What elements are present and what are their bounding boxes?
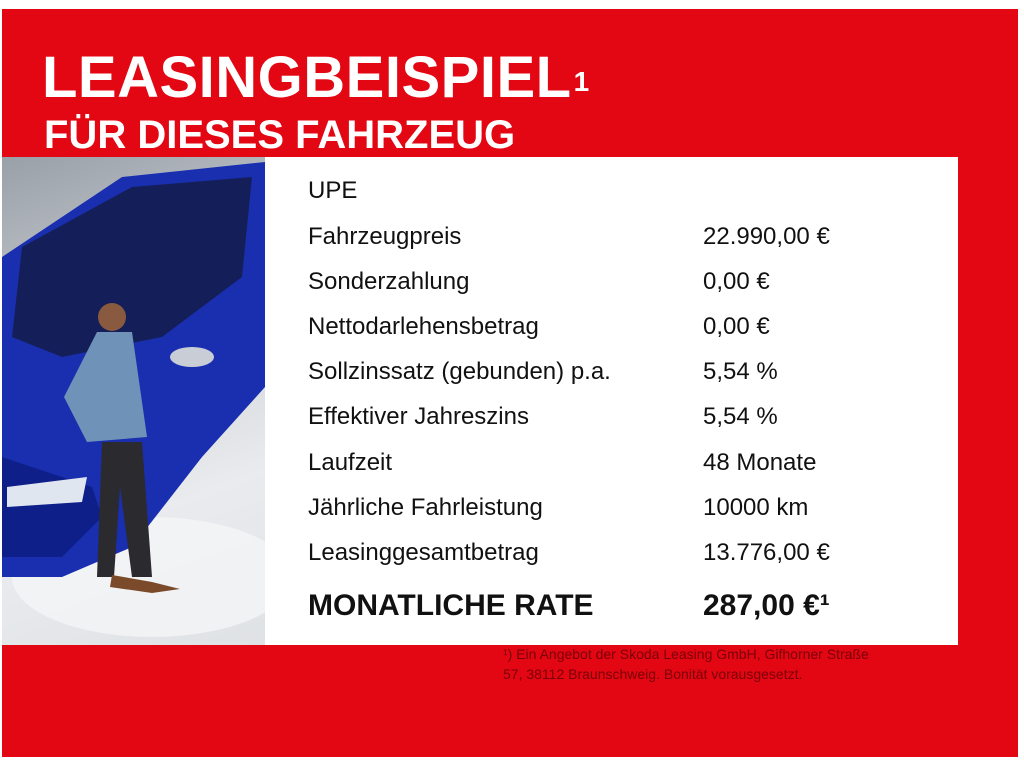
row-value: 22.990,00 € [703,223,830,250]
monthly-rate-value: 287,00 €¹ [703,589,830,622]
leasing-table: UPE Fahrzeugpreis 22.990,00 € Sonderzahl… [265,157,958,645]
row-label: Laufzeit [308,449,393,476]
footnote-line: 57, 38112 Braunschweig. Bonität vorausge… [503,666,803,682]
footnote-line: ¹) Ein Angebot der Skoda Leasing GmbH, G… [503,646,869,662]
row-label: Sollzinssatz (gebunden) p.a. [308,358,611,385]
car-photo [2,157,265,645]
row-value: 0,00 € [703,268,770,295]
row-value: 0,00 € [703,313,770,340]
row-value: 13.776,00 € [703,539,830,566]
monthly-rate-label: MONATLICHE RATE [308,589,594,622]
row-value: 5,54 % [703,403,778,430]
banner-title: LEASINGBEISPIEL1 [42,45,590,110]
row-label: Jährliche Fahrleistung [308,494,543,521]
row-value: 10000 km [703,494,809,521]
footnote: ¹) Ein Angebot der Skoda Leasing GmbH, G… [503,644,963,684]
banner-subtitle: FÜR DIESES FAHRZEUG [44,113,516,157]
row-value: 48 Monate [703,449,817,476]
row-label: Leasinggesamtbetrag [308,539,539,566]
row-label: Nettodarlehensbetrag [308,313,539,340]
upe-heading: UPE [308,177,358,204]
row-label: Sonderzahlung [308,268,470,295]
row-label: Fahrzeugpreis [308,223,462,250]
leasing-banner: LEASINGBEISPIEL1 FÜR DIESES FAHRZEUG UPE… [2,9,1018,757]
row-label: Effektiver Jahreszins [308,403,529,430]
row-value: 5,54 % [703,358,778,385]
